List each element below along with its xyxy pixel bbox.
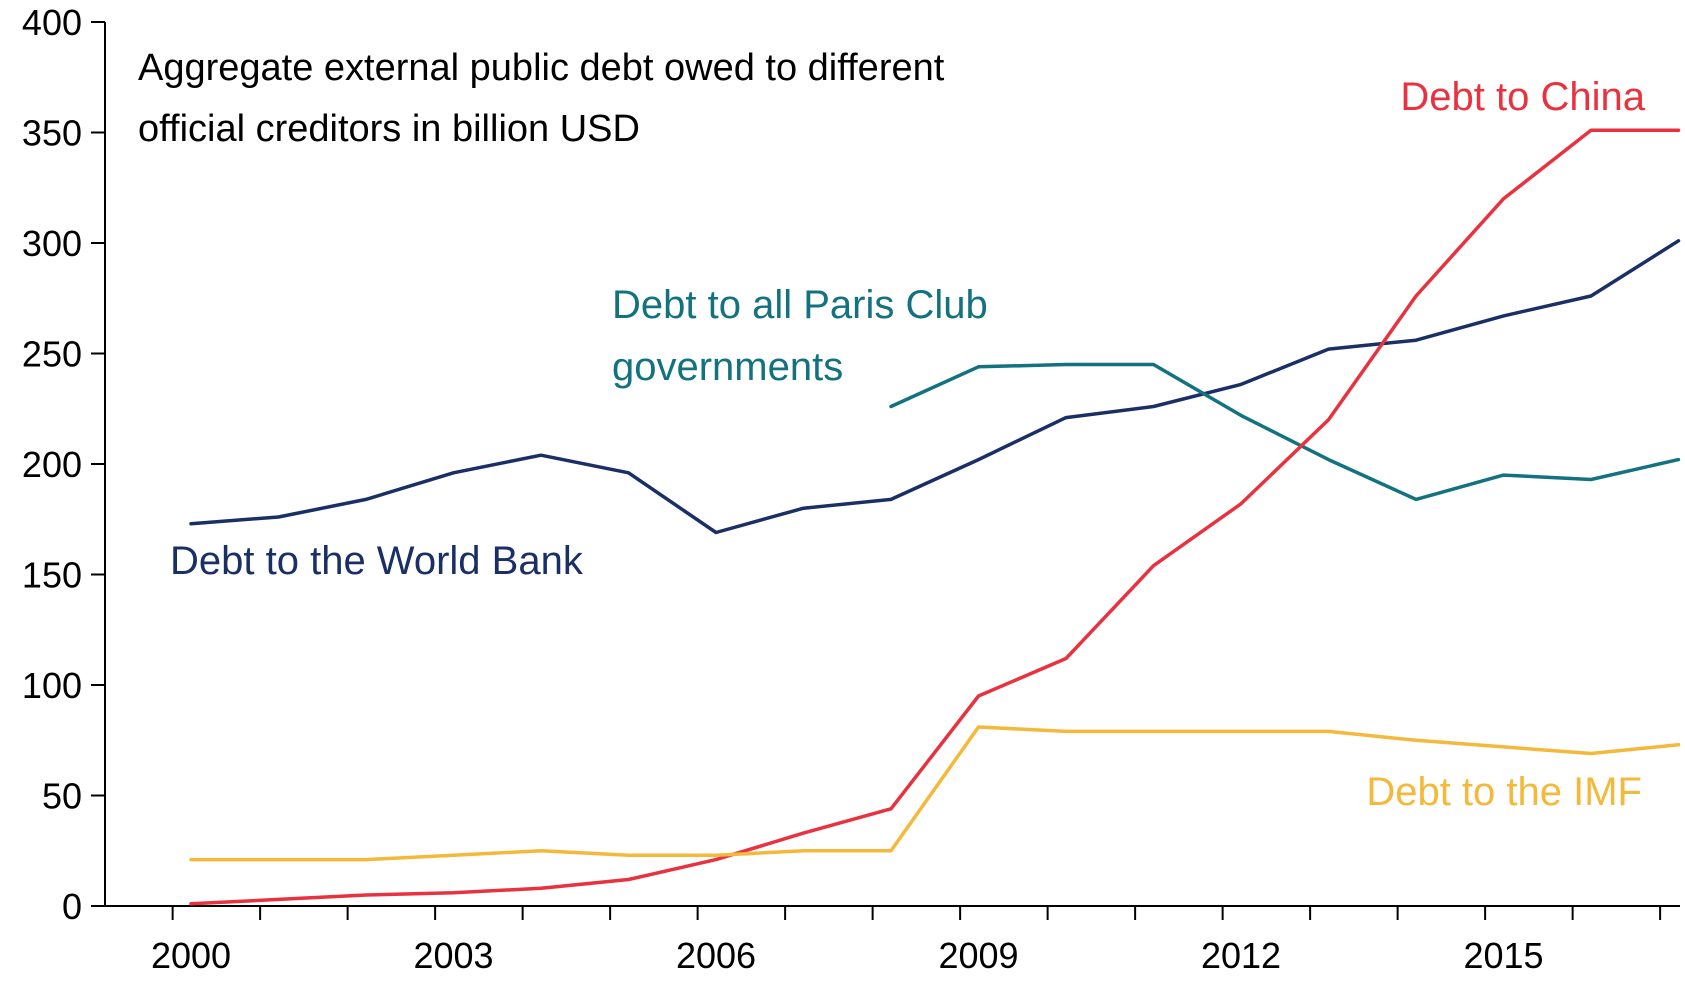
- series-label-imf: Debt to the IMF: [1366, 770, 1642, 814]
- x-axis-ticks: 2000 2003 2006 2009 2012 2015: [151, 906, 1662, 976]
- y-tick-label: 100: [22, 665, 82, 706]
- x-tick-label: 2012: [1201, 935, 1281, 976]
- x-tick-label: 2000: [151, 935, 231, 976]
- y-tick-label: 150: [22, 555, 82, 596]
- series-label-world-bank: Debt to the World Bank: [170, 539, 584, 583]
- series-labels: Debt to the World Bank Debt to all Paris …: [170, 75, 1646, 814]
- series-label-china: Debt to China: [1400, 75, 1645, 119]
- chart-title-line-1: Aggregate external public debt owed to d…: [138, 47, 945, 89]
- x-tick-label: 2006: [676, 935, 756, 976]
- series-label-paris-club: governments: [612, 345, 843, 389]
- series-line-china: [189, 128, 1681, 906]
- y-tick-label: 50: [42, 776, 82, 817]
- y-tick-label: 0: [62, 886, 82, 927]
- y-tick-label: 300: [22, 223, 82, 264]
- y-tick-label: 350: [22, 113, 82, 154]
- series-line-imf: [189, 725, 1681, 862]
- y-axis-ticks: 0 50 100 150 200 250 300 350 400: [22, 2, 105, 927]
- chart-title-line-2: official creditors in billion USD: [138, 108, 640, 150]
- chart-title: Aggregate external public debt owed to d…: [138, 47, 945, 150]
- x-tick-label: 2015: [1463, 935, 1543, 976]
- series-label-paris-club: Debt to all Paris Club: [612, 283, 988, 327]
- x-tick-label: 2003: [413, 935, 493, 976]
- y-tick-label: 200: [22, 444, 82, 485]
- series-line-world-bank: [189, 239, 1681, 535]
- y-tick-label: 250: [22, 334, 82, 375]
- series-lines: [189, 128, 1681, 906]
- y-tick-label: 400: [22, 2, 82, 43]
- series-line-paris-club: [889, 362, 1681, 502]
- x-tick-label: 2009: [938, 935, 1018, 976]
